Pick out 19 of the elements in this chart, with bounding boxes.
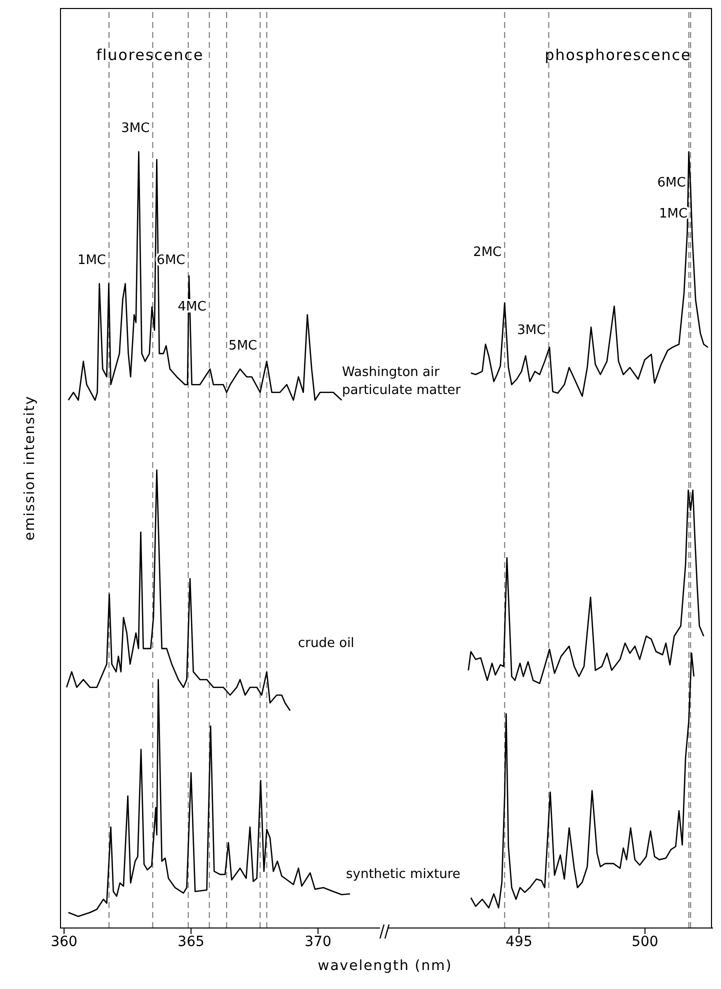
series-label: Washington air particulate matter	[342, 364, 462, 400]
annotation: 1MC	[77, 252, 106, 268]
x-tick-label: 495	[506, 934, 532, 950]
text: fluorescence	[95, 46, 205, 64]
annotation: 3MC	[517, 322, 546, 338]
x-tick-label: 500	[632, 934, 658, 950]
annotation: 6MC	[657, 175, 686, 190]
annotation: 2MC	[473, 245, 502, 260]
x-axis-title: wavelength (nm)	[318, 958, 452, 974]
x-tick-label: 360	[50, 934, 78, 950]
x-tick-label: 365	[178, 934, 204, 950]
text: crude oil	[298, 635, 356, 653]
annotation: 3MC	[121, 120, 150, 136]
series-label: synthetic mixture	[346, 866, 462, 884]
y-axis-title: emission intensity	[22, 395, 38, 541]
annotation: 5MC	[228, 338, 258, 354]
text: phosphorescence	[544, 46, 692, 64]
annotation: 1MC	[659, 206, 688, 222]
x-tick-label: 370	[304, 934, 332, 950]
